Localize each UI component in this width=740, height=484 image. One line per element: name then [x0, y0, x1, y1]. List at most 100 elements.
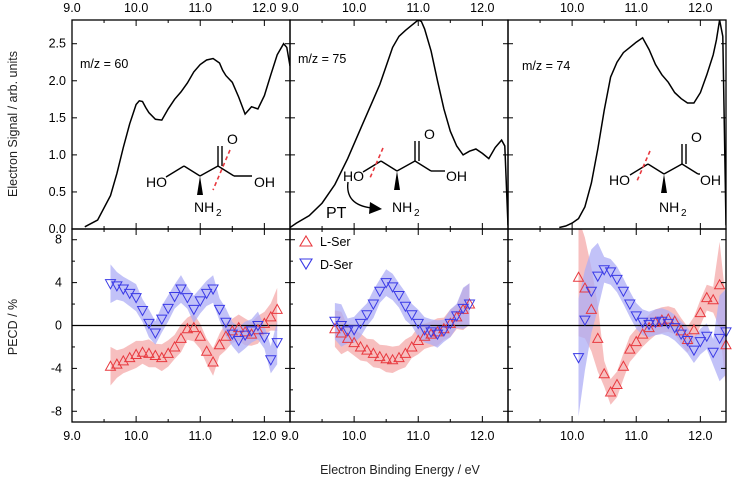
y-tick-label-bottom: 0: [55, 319, 62, 333]
l-ser-point: [713, 278, 726, 290]
l-ser-point: [361, 344, 373, 355]
l-ser-point: [168, 340, 181, 352]
mol2-nh: NH: [392, 199, 412, 215]
l-ser-point: [194, 330, 207, 341]
l-ser-point: [700, 291, 713, 303]
d-ser-point: [694, 337, 707, 348]
x-tick-label-bottom: 12.0: [688, 429, 712, 443]
d-ser-point: [572, 353, 585, 364]
x-tick-label-top: 11.0: [407, 1, 430, 15]
mol2-o: O: [424, 126, 435, 142]
d-ser-point: [207, 284, 219, 296]
serine-structure-2: [347, 141, 445, 214]
d-ser-point: [367, 299, 380, 311]
y-tick-label-top: 0.5: [49, 185, 66, 199]
d-ser-point: [585, 286, 598, 298]
l-ser-point: [598, 367, 611, 379]
d-ser-point: [707, 347, 720, 359]
d-ser-point: [630, 311, 643, 322]
d-ser-point: [649, 317, 662, 329]
mol3-nh: NH: [659, 199, 679, 215]
x-tick-label-top: 10.0: [560, 1, 584, 15]
d-ser-point: [457, 303, 469, 315]
d-ser-point: [623, 299, 636, 311]
l-ser-point: [264, 310, 277, 322]
legend-d-ser-label: D-Ser: [320, 258, 353, 272]
l-ser-point: [630, 335, 643, 347]
d-ser-point: [175, 284, 187, 296]
legend-l-ser-marker: [299, 234, 313, 247]
l-ser-point: [591, 332, 604, 343]
x-tick-label-bottom: 11.0: [189, 429, 212, 443]
l-ser-point: [348, 336, 360, 348]
d-ser-point: [412, 318, 425, 330]
mol2-nh-subscript: 2: [414, 208, 420, 219]
mol1-o: O: [227, 131, 238, 147]
pecd-error-bands: [110, 229, 726, 417]
band-d_ser-panel-1: [110, 264, 278, 374]
l-ser-point: [341, 332, 354, 343]
d-ser-point: [252, 321, 264, 332]
x-tick-label-top: 12.0: [470, 1, 494, 15]
l-ser-point: [604, 385, 617, 397]
l-ser-point: [438, 322, 450, 334]
mol3-o: O: [691, 129, 702, 145]
pecd-markers: [104, 265, 732, 397]
band-l_ser-panel-2: [334, 283, 470, 373]
x-tick-label-bottom: 10.0: [342, 429, 366, 443]
d-ser-point: [136, 305, 149, 317]
l-ser-point: [636, 328, 649, 339]
x-tick-label-bottom: 11.0: [625, 429, 648, 443]
d-ser-point: [271, 338, 284, 349]
d-ser-point: [181, 293, 194, 304]
l-ser-point: [187, 321, 200, 333]
l-ser-point: [271, 303, 284, 314]
d-ser-point: [155, 314, 168, 326]
x-tick-label-top: 9.0: [63, 1, 80, 15]
d-ser-point: [450, 311, 463, 322]
d-ser-point: [130, 293, 142, 304]
l-ser-point: [181, 322, 194, 334]
y-tick-label-bottom: -8: [51, 404, 62, 418]
l-ser-point: [681, 333, 694, 344]
d-ser-point: [335, 321, 348, 332]
d-ser-point: [438, 326, 450, 337]
d-ser-point: [579, 315, 591, 327]
band-d_ser-panel-2: [334, 269, 470, 348]
l-ser-point: [149, 349, 162, 361]
l-ser-point: [175, 332, 187, 343]
y-tick-label-bottom: -4: [51, 361, 62, 375]
legend-l-ser-label: L-Ser: [320, 235, 351, 249]
d-ser-point: [226, 329, 239, 341]
l-ser-point: [335, 326, 348, 338]
mol3-oh: OH: [700, 172, 721, 188]
y-axis-title-bottom: PECD / %: [6, 299, 20, 355]
l-ser-point: [643, 321, 655, 333]
d-ser-point: [688, 345, 700, 357]
d-ser-point: [405, 310, 418, 321]
x-tick-label-top: 11.0: [625, 1, 648, 15]
d-ser-point: [399, 301, 412, 313]
signal-curves: [84, 20, 726, 229]
l-ser-point: [617, 360, 630, 371]
proton-transfer-label: PT: [326, 205, 347, 222]
l-ser-point: [232, 321, 245, 333]
d-ser-point: [168, 292, 181, 303]
d-ser-point: [187, 304, 200, 316]
x-tick-label-bottom: 9.0: [63, 429, 80, 443]
y-tick-label-top: 1.5: [49, 111, 66, 125]
d-ser-point: [162, 303, 175, 315]
l-ser-point: [399, 347, 412, 358]
d-ser-point: [611, 274, 623, 286]
d-ser-point: [393, 290, 405, 302]
x-tick-label-bottom: 12.0: [470, 429, 494, 443]
l-ser-point: [213, 338, 226, 350]
y-tick-label-bottom: 4: [55, 276, 62, 290]
frame-top-panel-1: [71, 19, 291, 230]
y-axis-title-top: Electron Signal / arb. units: [6, 51, 20, 197]
signal-curve-panel-2: [290, 20, 508, 229]
d-ser-point: [213, 304, 226, 316]
x-tick-label-top: 12.0: [252, 1, 276, 15]
serine-structure-1: [165, 146, 252, 195]
